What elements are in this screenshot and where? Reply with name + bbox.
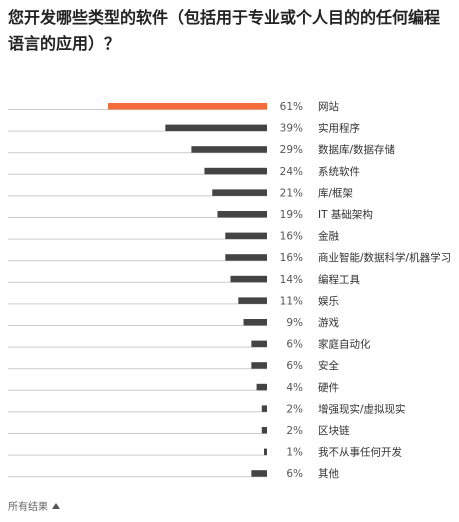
bar-2 [191,146,267,153]
bar-10 [243,319,267,326]
value-label-15: 2% [286,425,303,437]
category-label-15: 区块链 [318,424,350,437]
bar-17 [251,470,267,477]
chart-title: 您开发哪些类型的软件（包括用于专业或个人目的的任何编程语言的应用）？ [8,8,441,53]
bar-chart: 61% 网站 39% 实用程序 29% 数据库/数据存储 24% 系统软件 21% 库/框架 19%… [8,100,451,480]
category-label-0: 网站 [318,100,339,113]
bar-12 [251,362,267,369]
triangle-up-icon [52,502,60,509]
bar-15 [261,427,267,434]
value-label-7: 16% [280,252,303,264]
category-label-9: 娱乐 [318,294,339,307]
value-label-3: 24% [280,166,303,178]
bar-0 [108,103,267,110]
category-label-13: 硬件 [318,382,339,394]
value-label-16: 1% [286,447,303,459]
bar-11 [251,340,267,348]
value-label-13: 4% [286,382,303,394]
value-label-4: 21% [280,187,303,199]
bar-16 [264,448,267,456]
bar-8 [230,275,267,283]
category-label-10: 游戏 [318,316,339,329]
value-label-14: 2% [286,403,303,415]
value-label-5: 19% [280,209,303,221]
category-label-3: 系统软件 [318,165,360,178]
value-label-9: 11% [280,295,303,307]
category-label-4: 库/框架 [318,186,354,199]
category-label-11: 家庭自动化 [318,338,371,351]
all-results-toggle[interactable]: 所有结果 [8,498,60,513]
bar-14 [261,405,267,412]
category-label-7: 商业智能/数据科学/机器学习 [318,251,451,264]
category-label-2: 数据库/数据存储 [318,143,396,156]
category-label-17: 其他 [318,467,339,480]
bar-3 [204,167,267,175]
value-label-2: 29% [280,144,303,156]
value-label-1: 39% [280,123,303,135]
category-label-12: 安全 [318,359,339,372]
category-label-5: IT 基础架构 [318,208,373,221]
bar-6 [225,232,267,240]
bar-5 [217,211,267,218]
value-label-11: 6% [286,339,303,351]
bar-9 [238,297,267,304]
category-label-16: 我不从事任何开发 [318,446,402,459]
bar-7 [225,254,267,261]
category-label-8: 编程工具 [318,273,360,286]
all-results-label: 所有结果 [8,502,48,513]
value-label-8: 14% [280,274,303,286]
value-label-0: 61% [280,101,303,113]
value-label-17: 6% [286,468,303,480]
value-label-10: 9% [286,317,303,329]
bar-13 [256,383,267,391]
value-label-12: 6% [286,360,303,372]
value-label-6: 16% [280,231,303,243]
category-label-1: 实用程序 [318,122,360,135]
category-label-14: 增强现实/虚拟现实 [318,402,406,415]
bar-4 [212,189,267,196]
category-label-6: 金融 [318,230,339,243]
bar-1 [165,124,267,132]
